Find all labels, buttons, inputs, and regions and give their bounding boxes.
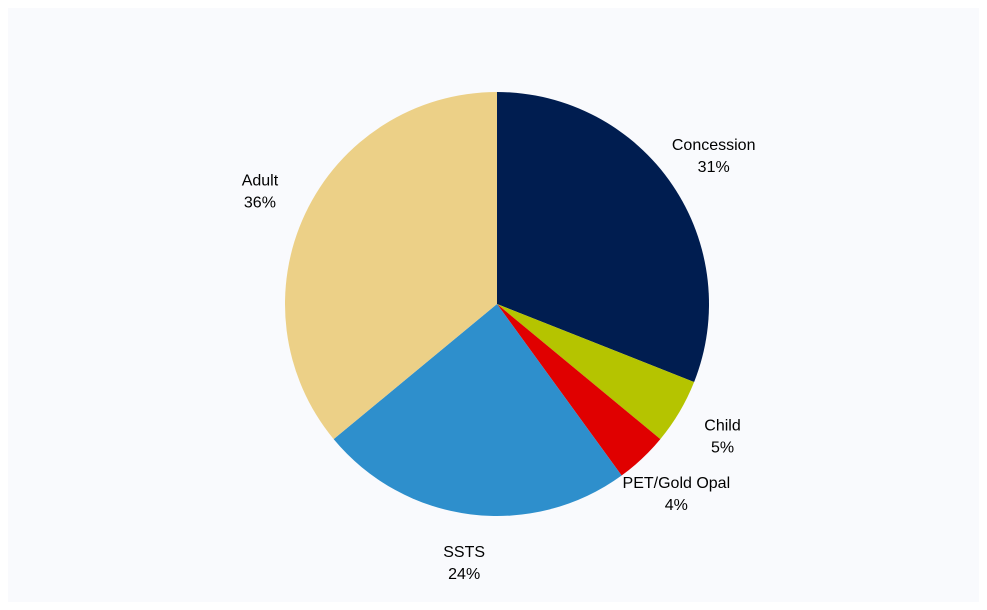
- pie-slice: [333, 304, 622, 516]
- slice-value-label: 5%: [711, 440, 734, 457]
- pie-slice: [284, 92, 497, 440]
- pie-slice: [497, 304, 695, 440]
- slice-category-label: Adult: [242, 173, 279, 190]
- slice-category-label: PET/Gold Opal: [623, 475, 731, 492]
- slice-value-label: 4%: [665, 497, 688, 514]
- slice-category-label: Concession: [672, 137, 756, 154]
- slice-value-label: 24%: [448, 566, 480, 583]
- pie-slice: [497, 304, 661, 476]
- pie-slice: [497, 92, 710, 383]
- slice-category-label: Child: [704, 418, 740, 435]
- slice-category-label: SSTS: [443, 544, 485, 561]
- slice-value-label: 31%: [698, 159, 730, 176]
- slice-value-label: 36%: [244, 195, 276, 212]
